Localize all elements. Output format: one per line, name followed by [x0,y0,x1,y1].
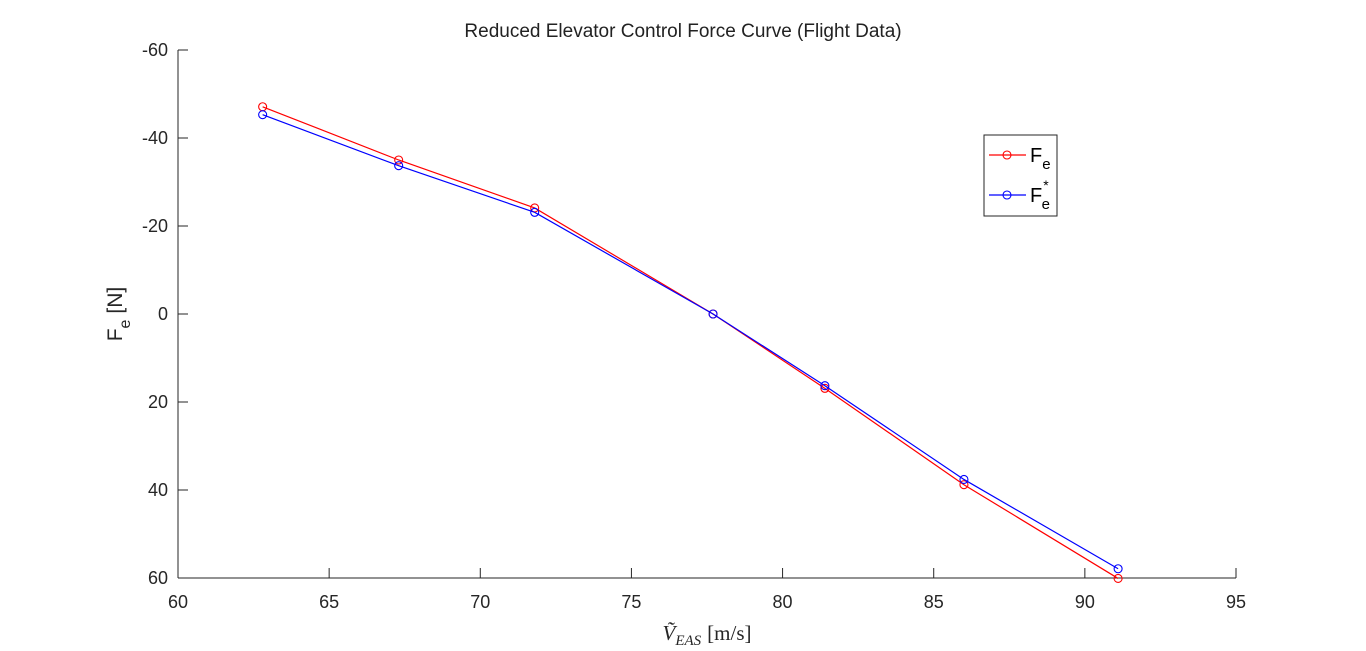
data-point [1113,564,1123,574]
x-tick-label: 80 [773,592,793,612]
axes: 60 65 70 75 80 85 90 95 -60 -40 -20 0 20 40 60 [142,40,1246,612]
legend-entry-1: Fe [989,145,1051,173]
x-tick-label: 65 [319,592,339,612]
x-tick-label: 60 [168,592,188,612]
y-tick-label: -60 [142,40,168,60]
data-point [258,110,268,120]
data-point [959,474,969,484]
axis-labels: ṼEAS [m/s] Fe[N] [104,287,751,649]
data-point [959,480,969,490]
data-point [394,155,404,165]
legend-label: Fe [1030,145,1051,173]
y-tick-label: 20 [148,392,168,412]
legend-marker [1002,150,1012,160]
x-tick-label: 95 [1226,592,1246,612]
legend: Fe F* e [983,134,1058,217]
legend-entry-2: F* e [989,177,1050,213]
legend-marker [1002,190,1012,200]
series-layer [258,102,1123,583]
x-axis-label: ṼEAS [m/s] [663,621,752,649]
y-tick-label: -40 [142,128,168,148]
series-2 [258,110,1123,574]
x-tick-label: 70 [470,592,490,612]
y-axis-label: Fe[N] [104,287,134,342]
x-tick-label: 75 [621,592,641,612]
chart-title: Reduced Elevator Control Force Curve (Fl… [464,21,901,42]
y-tick-label: 0 [158,304,168,324]
y-tick-label: 40 [148,480,168,500]
x-tick-label: 85 [924,592,944,612]
legend-label: F* e [1030,177,1050,213]
legend-box [983,134,1058,217]
data-point [530,207,540,217]
y-tick-label: 60 [148,568,168,588]
data-point [394,161,404,171]
x-tick-label: 90 [1075,592,1095,612]
data-point [1113,573,1123,583]
data-point [708,309,718,319]
y-tick-label: -20 [142,216,168,236]
series-line [262,114,1119,570]
data-point [820,381,830,391]
